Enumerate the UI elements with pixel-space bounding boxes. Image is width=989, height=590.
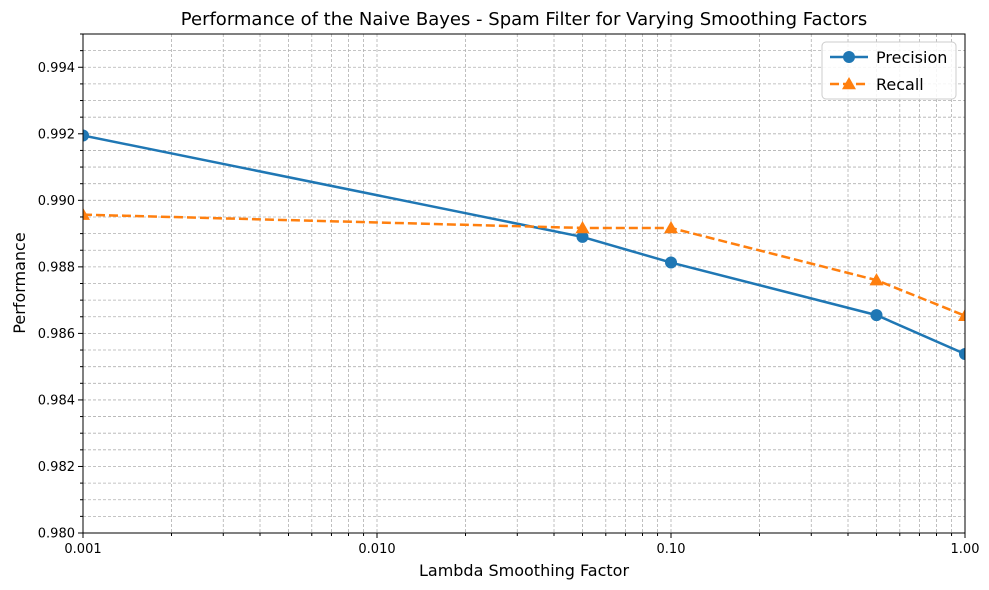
x-tick-label: 0.10 [657,542,686,557]
series-recall [83,207,965,322]
labels: Performance of the Naive Bayes - Spam Fi… [10,9,867,580]
x-axis-label: Lambda Smoothing Factor [419,561,629,580]
recall-point [575,220,590,234]
precision-point [959,348,965,361]
y-tick-label: 0.988 [38,260,75,275]
y-tick-label: 0.986 [38,327,75,342]
plot-frame [82,33,966,534]
x-tick-label: 1.00 [951,542,980,557]
series [83,129,965,361]
legend-item-precision: Precision [830,48,947,67]
x-tick-label: 0.010 [358,542,395,557]
legend-label: Precision [876,48,947,67]
y-tick-label: 0.994 [38,61,75,76]
ticks: 0.001 0.010 0.10 1.00 0.980 0.982 0.984 0.986 0.… [38,33,980,557]
x-tick-label: 0.001 [64,542,101,557]
precision-point [576,230,589,243]
legend-marker [843,51,855,63]
precision-point [870,309,883,322]
series-precision [83,129,965,361]
legend-label: Recall [876,75,924,94]
chart-title: Performance of the Naive Bayes - Spam Fi… [181,9,867,30]
recall-point [869,273,884,286]
recall-point [664,220,678,234]
recall-point [83,207,90,220]
y-tick-label: 0.984 [38,393,75,408]
legend-marker [842,77,856,90]
legend: Precision Recall [821,41,957,100]
recall-point [958,308,965,322]
precision-point [83,129,89,142]
legend-item-recall: Recall [830,75,924,94]
y-axis-label: Performance [10,232,29,333]
precision-point [665,256,677,269]
y-tick-label: 0.992 [38,127,75,142]
y-tick-label: 0.990 [38,194,75,209]
y-tick-label: 0.982 [38,460,75,475]
y-tick-label: 0.980 [38,527,75,542]
